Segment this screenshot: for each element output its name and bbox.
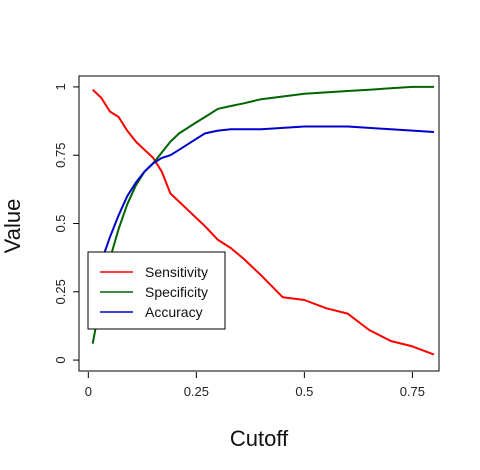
y-tick-label: 0.5 (53, 214, 68, 232)
x-axis: 0 0.25 0.5 0.75 (85, 372, 425, 399)
x-tick-label: 0 (85, 384, 92, 399)
legend-label-sensitivity: Sensitivity (145, 264, 208, 280)
legend-label-specificity: Specificity (145, 284, 208, 300)
series-line-accuracy (91, 125, 435, 325)
y-axis-title: Value (0, 199, 25, 254)
y-axis: 0 0.25 0.5 0.75 1 (53, 83, 79, 364)
y-tick-label: 0 (53, 356, 68, 363)
y-tick-label: 1 (53, 83, 68, 90)
series-line-specificity (91, 85, 434, 344)
x-tick-label: 0.75 (400, 384, 425, 399)
y-tick-label: 0.75 (53, 143, 68, 168)
series-line-sensitivity (92, 88, 435, 356)
y-tick-label: 0.25 (53, 279, 68, 304)
legend-label-accuracy: Accuracy (145, 304, 203, 320)
x-tick-label: 0.25 (184, 384, 209, 399)
x-axis-title: Cutoff (230, 426, 289, 451)
x-tick-label: 0.5 (295, 384, 313, 399)
series-layer (91, 85, 435, 356)
legend: Sensitivity Specificity Accuracy (87, 251, 226, 330)
legend-box (87, 251, 226, 330)
